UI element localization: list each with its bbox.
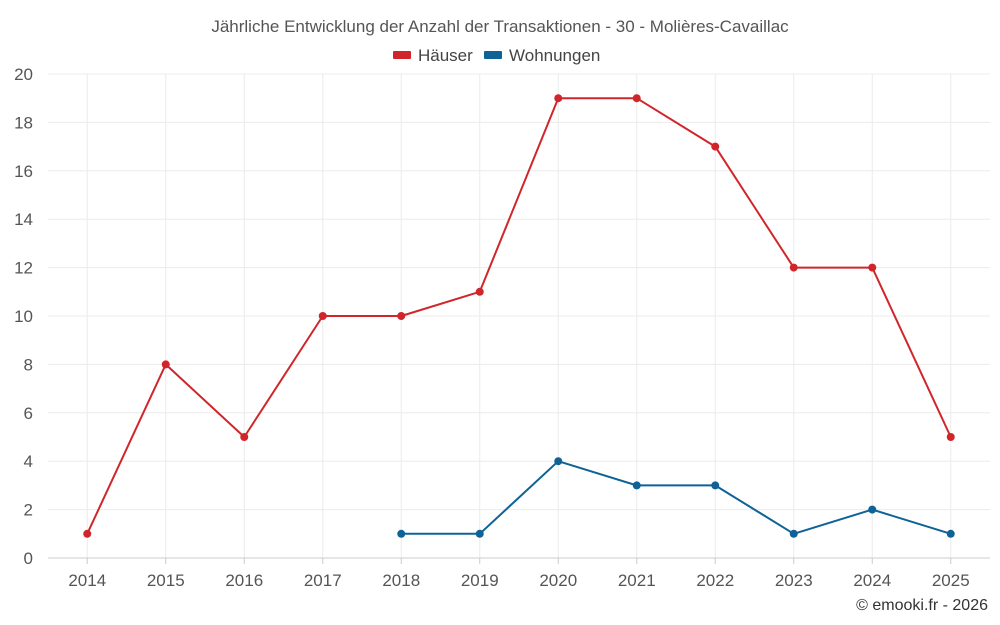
x-tick-label: 2019 [461,571,499,590]
legend-item-haeuser[interactable]: Häuser [393,46,473,65]
series-line [86,97,952,535]
y-tick-label: 8 [24,355,33,374]
series [83,94,955,538]
x-tick-label: 2022 [696,571,734,590]
x-tick-label: 2021 [618,571,656,590]
series-line [401,460,952,535]
x-tick-label: 2024 [853,571,891,590]
x-tick-label: 2025 [932,571,970,590]
data-point[interactable] [711,481,720,490]
data-point[interactable] [240,433,249,441]
data-point[interactable] [554,457,563,466]
data-point[interactable] [161,360,170,369]
axes [48,557,990,564]
y-tick-label: 10 [14,307,33,326]
x-tick-label: 2017 [304,571,342,590]
data-point[interactable] [318,312,327,320]
x-axis-ticks: 2014 2015 2016 2017 2018 2019 2020 2021 2022 2023… [68,571,969,590]
x-tick-label: 2014 [68,571,106,590]
y-tick-label: 4 [24,452,33,471]
data-point[interactable] [789,529,798,538]
data-point[interactable] [554,94,563,103]
x-tick-label: 2023 [775,571,813,590]
y-tick-label: 16 [14,162,33,181]
chart-title: Jährliche Entwicklung der Anzahl der Tra… [211,17,789,36]
legend-swatch-haeuser [393,51,411,59]
x-tick-label: 2015 [147,571,185,590]
legend-label-haeuser: Häuser [418,46,473,65]
data-point[interactable] [946,529,955,538]
y-tick-label: 14 [14,210,33,229]
data-point[interactable] [397,529,406,538]
y-axis-ticks: 0 2 4 6 8 10 12 14 16 18 20 [14,65,33,568]
x-tick-label: 2020 [539,571,577,590]
y-tick-label: 18 [14,113,33,132]
legend-label-wohnungen: Wohnungen [509,46,600,65]
y-tick-label: 6 [24,404,33,423]
data-point[interactable] [789,263,798,272]
data-point[interactable] [475,529,484,538]
data-point[interactable] [632,94,641,103]
legend-swatch-wohnungen [484,51,502,59]
x-tick-label: 2016 [225,571,263,590]
y-tick-label: 20 [14,65,33,84]
data-point[interactable] [475,287,484,296]
data-point[interactable] [946,433,955,441]
grid [48,73,990,559]
y-tick-label: 2 [24,501,33,520]
y-tick-label: 0 [24,549,33,568]
x-tick-label: 2018 [382,571,420,590]
data-point[interactable] [83,529,92,538]
credit-text: © emooki.fr - 2026 [856,597,988,614]
data-point[interactable] [632,481,641,490]
series-haeuser [83,94,955,538]
legend: Häuser Wohnungen [393,46,600,65]
data-point[interactable] [868,263,877,272]
data-point[interactable] [868,505,877,514]
legend-item-wohnungen[interactable]: Wohnungen [484,46,600,65]
series-wohnungen [397,457,955,538]
data-point[interactable] [711,142,720,151]
y-tick-label: 12 [14,259,33,278]
data-point[interactable] [397,312,406,320]
